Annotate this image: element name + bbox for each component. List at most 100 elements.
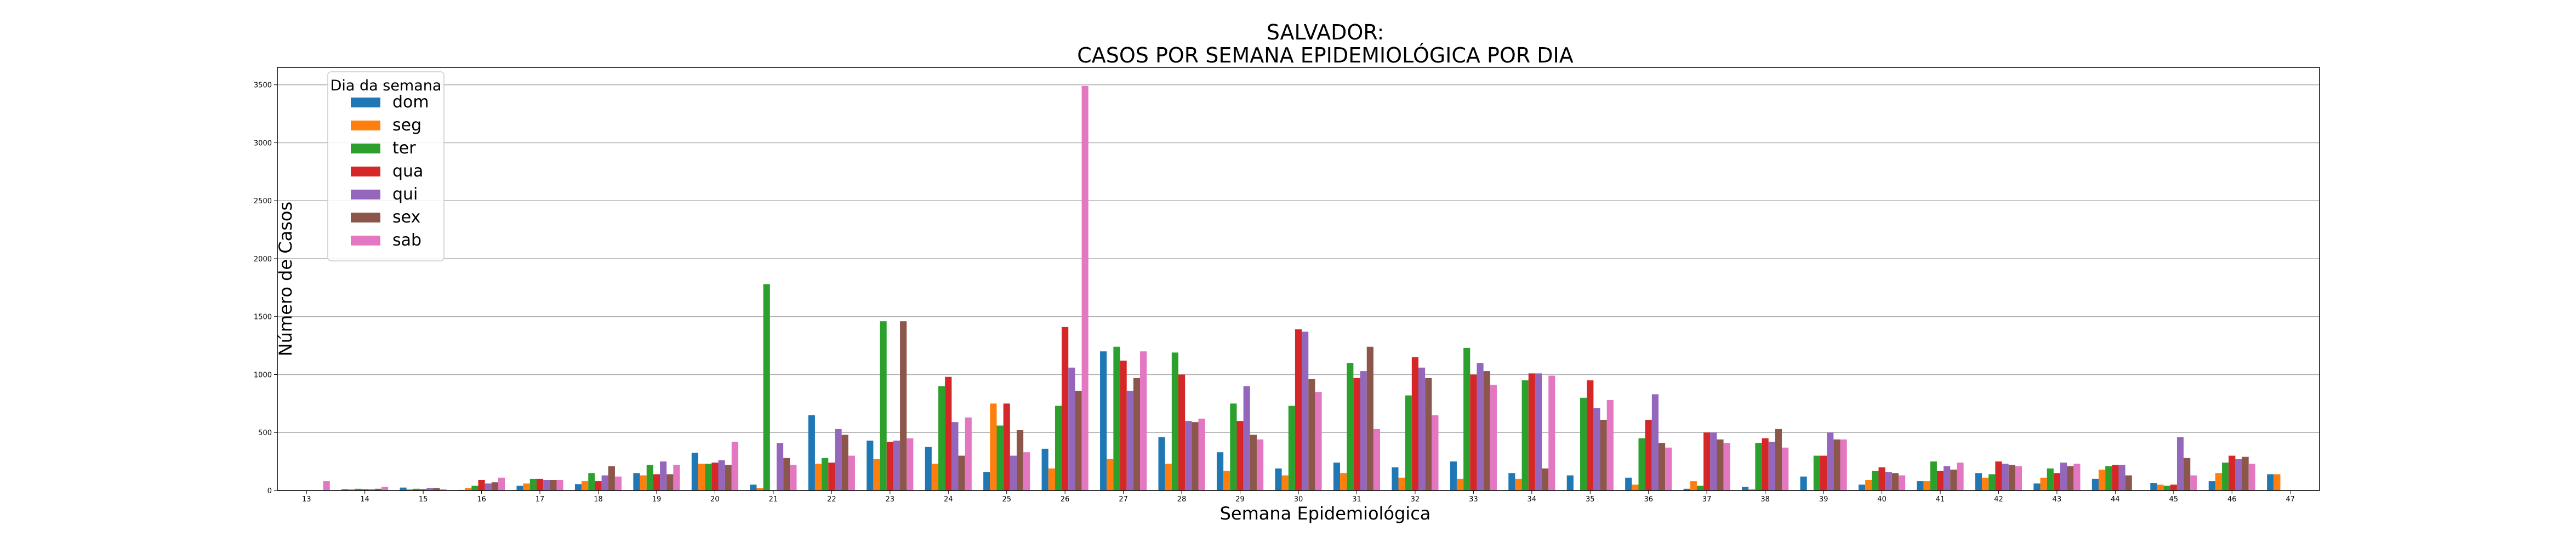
x-tick-label: 33 <box>1469 495 1478 504</box>
bar-sab <box>1898 475 1906 490</box>
legend-items: dom seg ter qua qui sex sab <box>351 93 429 250</box>
bar-sab <box>2073 464 2081 490</box>
bar-dom <box>983 472 990 490</box>
x-tick-label: 28 <box>1177 495 1187 504</box>
bar-sex <box>1891 473 1899 490</box>
bar-qua <box>1762 438 1769 490</box>
bar-qua <box>1936 471 1944 490</box>
y-tick-label: 1000 <box>254 371 272 379</box>
bar-sab <box>2015 466 2022 490</box>
bar-sex <box>1250 435 1257 490</box>
bar-seg <box>582 481 589 490</box>
bar-ter <box>413 488 420 490</box>
legend-label-seg: seg <box>392 116 421 135</box>
bar-sab <box>556 480 563 490</box>
bar-qui <box>1827 432 1834 490</box>
bar-seg <box>2273 474 2281 490</box>
bar-seg <box>348 489 355 490</box>
bar-dom <box>1041 448 1048 490</box>
bar-dom <box>1275 468 1282 490</box>
bar-qui <box>776 443 784 490</box>
bar-sex <box>1542 468 1549 490</box>
x-tick-label: 16 <box>477 495 486 504</box>
bar-sex <box>1833 439 1840 490</box>
y-tick-label: 0 <box>267 487 272 495</box>
bar-qua <box>1411 357 1418 490</box>
bar-dom <box>1216 452 1224 490</box>
x-tick-label: 14 <box>360 495 369 504</box>
bar-seg <box>1690 481 1697 490</box>
x-tick-label: 18 <box>594 495 603 504</box>
x-tick-label: 29 <box>1235 495 1245 504</box>
bar-dom <box>2033 483 2041 490</box>
bar-sex <box>1133 378 1141 490</box>
bar-seg <box>1048 468 1055 490</box>
bar-ter <box>2047 468 2054 490</box>
bar-sex <box>1775 429 1782 490</box>
x-axis-label: Semana Epidemiológica <box>1220 503 1431 524</box>
bar-dom <box>925 447 932 490</box>
bar-sab <box>848 455 855 490</box>
bar-dom <box>1858 484 1866 490</box>
bar-sab <box>440 489 447 490</box>
bar-sex <box>900 321 907 490</box>
bar-sab <box>498 477 505 490</box>
bar-seg <box>1632 484 1639 490</box>
bar-sab <box>673 465 680 490</box>
bar-seg <box>698 464 705 490</box>
x-tick-label: 43 <box>2053 495 2062 504</box>
legend-title: Dia da semana <box>330 77 442 94</box>
bar-dom <box>633 473 640 490</box>
bar-qua <box>653 474 660 490</box>
bar-sab <box>731 442 739 490</box>
bar-sex <box>1192 422 1199 490</box>
bar-qua <box>2170 484 2177 490</box>
bars <box>323 85 2281 491</box>
legend-swatch-qua <box>351 167 380 176</box>
bar-qui <box>1651 394 1659 490</box>
bar-dom <box>1683 488 1690 490</box>
bar-qui <box>1710 432 1717 490</box>
bar-dom <box>516 486 523 490</box>
bar-ter <box>880 321 887 490</box>
bar-qui <box>1768 442 1775 490</box>
x-tick-label: 27 <box>1119 495 1128 504</box>
bar-seg <box>1340 473 1347 490</box>
bar-sex <box>666 474 674 490</box>
legend-swatch-sab <box>351 236 380 246</box>
bar-qua <box>1236 421 1244 490</box>
bar-ter <box>2105 466 2112 490</box>
x-tick-label: 39 <box>1819 495 1828 504</box>
bar-qua <box>536 478 544 490</box>
legend-label-ter: ter <box>392 139 416 158</box>
bar-qua <box>478 480 485 490</box>
bar-seg <box>2098 469 2106 490</box>
y-axis-label: Número de Casos <box>275 202 296 356</box>
legend: Dia da semana dom seg ter qua qui sex sab <box>327 71 444 261</box>
bar-qui <box>1593 408 1600 490</box>
y-tick-label: 2000 <box>254 255 272 264</box>
bar-qui <box>951 422 959 490</box>
bar-sab <box>1548 375 1555 490</box>
bar-qua <box>2112 465 2119 490</box>
bar-qua <box>1587 380 1594 490</box>
bar-seg <box>1865 480 1872 490</box>
bar-ter <box>705 464 712 490</box>
bar-seg <box>1923 481 1930 490</box>
y-tick-label: 500 <box>258 429 272 437</box>
bar-sex <box>1600 419 1607 490</box>
bar-sab <box>1081 85 1088 491</box>
bar-dom <box>574 484 582 490</box>
bar-dom <box>341 489 349 490</box>
bar-ter <box>1171 352 1179 490</box>
bar-qua <box>1820 455 1827 490</box>
y-tick-label: 3000 <box>254 139 272 147</box>
bar-sex <box>958 455 965 490</box>
bar-sab <box>907 438 914 490</box>
x-tick-label: 47 <box>2286 495 2295 504</box>
bar-dom <box>1742 487 1749 490</box>
bar-sex <box>608 466 615 490</box>
bar-dom <box>1625 477 1632 490</box>
bar-qua <box>1120 361 1127 490</box>
